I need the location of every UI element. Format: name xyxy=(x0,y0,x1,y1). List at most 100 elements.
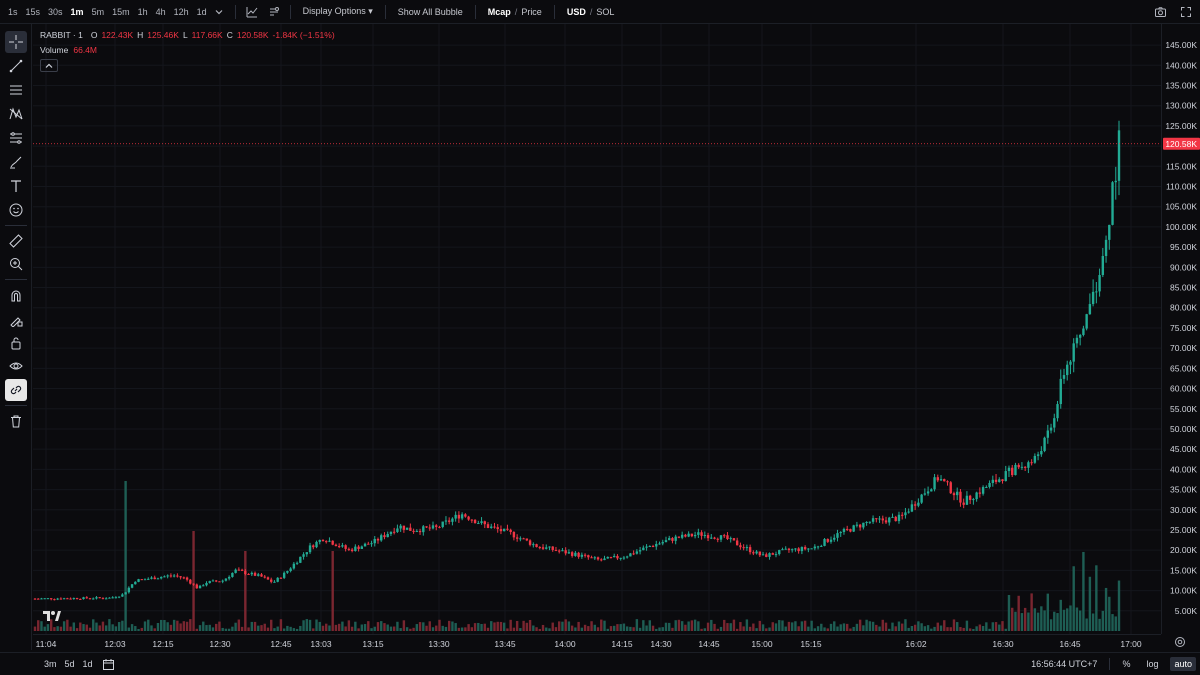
volume-bar xyxy=(451,621,454,631)
volume-bar xyxy=(784,626,787,631)
candle-body xyxy=(655,543,658,547)
toolbar-divider xyxy=(474,4,476,19)
timeframe-15m[interactable]: 15m xyxy=(112,6,130,17)
candle-body xyxy=(1004,471,1007,482)
mcap-toggle[interactable]: Mcap xyxy=(484,7,515,17)
volume-bar xyxy=(519,628,522,631)
horizontal-lines-icon[interactable] xyxy=(5,79,27,101)
magnet-icon[interactable] xyxy=(5,285,27,307)
volume-bar xyxy=(981,625,985,631)
eye-icon[interactable] xyxy=(5,355,27,377)
candle-body xyxy=(270,579,273,582)
range-5d[interactable]: 5d xyxy=(64,659,75,669)
measure-lines-icon[interactable] xyxy=(5,127,27,149)
range-3m[interactable]: 3m xyxy=(44,659,57,669)
high-value: 125.46K xyxy=(147,30,179,40)
candle-body xyxy=(519,538,522,540)
candle-body xyxy=(134,581,137,585)
volume-bar xyxy=(858,619,862,631)
auto-toggle[interactable]: auto xyxy=(1170,657,1196,671)
volume-bar xyxy=(273,628,276,631)
volume-bar xyxy=(1104,587,1108,631)
timeframe-1m[interactable]: 1m xyxy=(70,6,84,17)
price-axis[interactable]: 145.00K140.00K135.00K130.00K125.00K120.0… xyxy=(1161,24,1200,634)
emoji-icon[interactable] xyxy=(5,199,27,221)
usd-toggle[interactable]: USD xyxy=(563,7,590,17)
volume-bar xyxy=(399,628,402,631)
volume-bar xyxy=(389,626,393,631)
volume-bar xyxy=(43,626,46,631)
candle-body xyxy=(687,533,690,537)
crosshair-icon[interactable] xyxy=(5,31,27,53)
timeframe-4h[interactable]: 4h xyxy=(155,6,166,17)
trash-icon[interactable] xyxy=(5,410,27,432)
timeframe-12h[interactable]: 12h xyxy=(173,6,189,17)
candle-body xyxy=(101,597,105,599)
volume-bar xyxy=(169,624,173,631)
candle-body xyxy=(40,598,43,600)
sol-toggle[interactable]: SOL xyxy=(596,6,615,17)
candle-body xyxy=(661,542,664,544)
calendar-icon[interactable] xyxy=(101,656,117,672)
settings-icon[interactable] xyxy=(1174,636,1188,650)
log-toggle[interactable]: log xyxy=(1146,659,1159,669)
volume-bar xyxy=(263,623,266,631)
fullscreen-icon[interactable] xyxy=(1178,4,1194,20)
candle-body xyxy=(913,504,917,506)
candle-body xyxy=(651,546,655,548)
candle-body xyxy=(574,552,577,556)
camera-icon[interactable] xyxy=(1152,4,1168,20)
time-axis[interactable]: 11:04 12:03 12:15 12:30 12:45 13:03 13:15 13:30… xyxy=(33,634,1161,652)
percent-toggle[interactable]: % xyxy=(1122,659,1131,669)
candle-body xyxy=(357,546,360,549)
price-tick: 135.00K xyxy=(1165,80,1197,90)
timeframe-5m[interactable]: 5m xyxy=(91,6,105,17)
volume-bar xyxy=(949,627,952,631)
chevron-down-icon[interactable] xyxy=(211,4,227,20)
candle-body xyxy=(137,579,140,582)
volume-bar xyxy=(833,621,836,631)
timeframe-15s[interactable]: 15s xyxy=(25,6,41,17)
indicators-icon[interactable] xyxy=(266,4,282,20)
candle-body xyxy=(1091,291,1095,305)
candle-body xyxy=(1056,404,1059,419)
candle-body xyxy=(729,538,732,540)
candle-body xyxy=(778,550,781,555)
display-options-button[interactable]: Display Options ▾ xyxy=(302,6,373,16)
range-1d[interactable]: 1d xyxy=(82,659,93,669)
volume-bar xyxy=(522,620,525,631)
timeframe-1h[interactable]: 1h xyxy=(137,6,148,17)
candle-body xyxy=(250,572,253,575)
timeframe-1s[interactable]: 1s xyxy=(8,6,18,17)
zoom-in-icon[interactable] xyxy=(5,253,27,275)
candle-body xyxy=(1082,328,1085,335)
show-all-bubble-button[interactable]: Show All Bubble xyxy=(397,6,463,17)
lock-drawing-icon[interactable] xyxy=(5,309,27,331)
candle-body xyxy=(1085,314,1088,329)
candle-body xyxy=(758,551,762,556)
candle-body xyxy=(680,534,684,538)
volume-bar xyxy=(606,628,609,631)
clock-display[interactable]: 16:56:44 UTC+7 xyxy=(1031,659,1098,669)
candle-body xyxy=(858,524,862,528)
text-icon[interactable] xyxy=(5,175,27,197)
volume-bar xyxy=(952,619,956,631)
link-icon[interactable] xyxy=(5,379,27,401)
timeframe-30s[interactable]: 30s xyxy=(48,6,63,17)
trend-line-icon[interactable] xyxy=(5,55,27,77)
ruler-icon[interactable] xyxy=(5,230,27,252)
chart-canvas[interactable] xyxy=(33,24,1161,634)
price-toggle[interactable]: Price xyxy=(521,6,542,17)
collapse-legend-button[interactable] xyxy=(40,59,58,72)
volume-bar xyxy=(189,619,192,631)
chart-type-icon[interactable] xyxy=(244,4,260,20)
price-tick: 50.00K xyxy=(1170,424,1197,434)
volume-bar xyxy=(33,626,37,631)
volume-bar xyxy=(1007,594,1011,631)
lock-icon[interactable] xyxy=(5,332,27,354)
volume-bar xyxy=(548,628,551,631)
brush-icon[interactable] xyxy=(5,151,27,173)
pattern-icon[interactable] xyxy=(5,103,27,125)
volume-bar xyxy=(638,627,642,631)
timeframe-1d[interactable]: 1d xyxy=(196,6,207,17)
